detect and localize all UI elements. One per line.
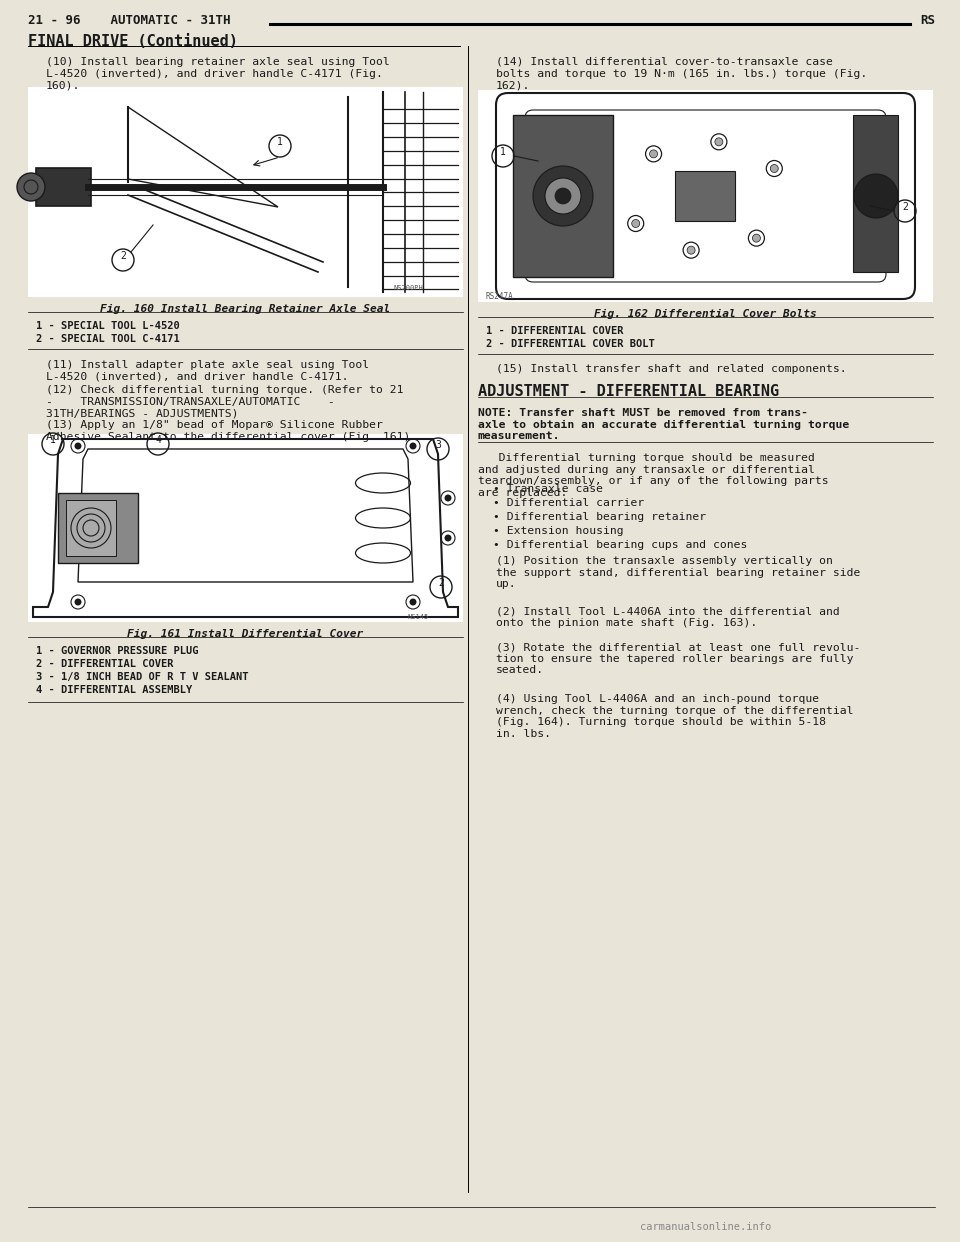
Text: 1: 1 <box>50 435 56 445</box>
Text: • Differential bearing retainer: • Differential bearing retainer <box>493 512 707 522</box>
Bar <box>28 433 463 622</box>
Text: Fig. 161 Install Differential Cover: Fig. 161 Install Differential Cover <box>127 628 363 640</box>
Text: 2: 2 <box>902 202 908 212</box>
Text: (11) Install adapter plate axle seal using Tool
L-4520 (inverted), and driver ha: (11) Install adapter plate axle seal usi… <box>46 360 370 381</box>
Text: 2 - DIFFERENTIAL COVER: 2 - DIFFERENTIAL COVER <box>36 660 174 669</box>
Bar <box>478 89 933 302</box>
Text: 21 - 96    AUTOMATIC - 31TH: 21 - 96 AUTOMATIC - 31TH <box>28 14 230 27</box>
Text: • Extension housing: • Extension housing <box>493 527 624 537</box>
Circle shape <box>632 220 639 227</box>
Text: (12) Check differential turning torque. (Refer to 21
-    TRANSMISSION/TRANSAXLE: (12) Check differential turning torque. … <box>46 385 403 419</box>
Circle shape <box>444 534 451 542</box>
Circle shape <box>533 166 593 226</box>
Text: 1: 1 <box>277 137 283 147</box>
Text: Differential turning torque should be measured
and adjusted during any transaxle: Differential turning torque should be me… <box>478 453 828 498</box>
Circle shape <box>770 164 779 173</box>
Circle shape <box>854 174 898 219</box>
Circle shape <box>410 442 417 450</box>
Text: Fig. 162 Differential Cover Bolts: Fig. 162 Differential Cover Bolts <box>593 309 816 319</box>
Text: 2: 2 <box>438 578 444 587</box>
Bar <box>36 168 91 206</box>
Text: 1: 1 <box>500 147 506 156</box>
Text: (3) Rotate the differential at least one full revolu-
tion to ensure the tapered: (3) Rotate the differential at least one… <box>496 642 860 676</box>
Text: 2 - SPECIAL TOOL C-4171: 2 - SPECIAL TOOL C-4171 <box>36 334 180 344</box>
Circle shape <box>410 599 417 606</box>
Text: NOTE: Transfer shaft MUST be removed from trans-
axle to obtain an accurate diff: NOTE: Transfer shaft MUST be removed fro… <box>478 409 850 441</box>
Text: 1 - SPECIAL TOOL L-4520: 1 - SPECIAL TOOL L-4520 <box>36 320 180 332</box>
Text: 4 - DIFFERENTIAL ASSEMBLY: 4 - DIFFERENTIAL ASSEMBLY <box>36 686 192 696</box>
Text: • Differential carrier: • Differential carrier <box>493 498 644 508</box>
Text: • Differential bearing cups and cones: • Differential bearing cups and cones <box>493 540 748 550</box>
Text: 1 - GOVERNOR PRESSURE PLUG: 1 - GOVERNOR PRESSURE PLUG <box>36 646 199 656</box>
Circle shape <box>75 599 82 606</box>
Text: NS145: NS145 <box>408 614 429 620</box>
Circle shape <box>650 150 658 158</box>
Circle shape <box>555 188 571 204</box>
Text: 3 - 1/8 INCH BEAD OF R T V SEALANT: 3 - 1/8 INCH BEAD OF R T V SEALANT <box>36 672 249 682</box>
Text: NS200PH: NS200PH <box>393 284 422 291</box>
Circle shape <box>545 178 581 214</box>
Text: (2) Install Tool L-4406A into the differential and
onto the pinion mate shaft (F: (2) Install Tool L-4406A into the differ… <box>496 606 840 627</box>
Text: RS247A: RS247A <box>486 292 514 301</box>
Text: (13) Apply an 1/8" bead of Mopar® Silicone Rubber
Adhesive Sealant to the differ: (13) Apply an 1/8" bead of Mopar® Silico… <box>46 420 418 442</box>
Text: 2: 2 <box>120 251 126 261</box>
Text: 2 - DIFFERENTIAL COVER BOLT: 2 - DIFFERENTIAL COVER BOLT <box>486 339 655 349</box>
Text: 1 - DIFFERENTIAL COVER: 1 - DIFFERENTIAL COVER <box>486 325 623 337</box>
Circle shape <box>715 138 723 145</box>
Bar <box>28 87 463 297</box>
Circle shape <box>17 173 45 201</box>
Text: FINAL DRIVE (Continued): FINAL DRIVE (Continued) <box>28 34 238 48</box>
Text: carmanualsonline.info: carmanualsonline.info <box>640 1222 771 1232</box>
Bar <box>513 116 613 277</box>
Bar <box>853 116 898 272</box>
Text: 4: 4 <box>156 435 161 445</box>
Text: 3: 3 <box>435 440 441 450</box>
Circle shape <box>75 442 82 450</box>
Text: • Transaxle case: • Transaxle case <box>493 484 603 494</box>
Bar <box>58 493 138 563</box>
Text: (1) Position the transaxle assembly vertically on
the support stand, differentia: (1) Position the transaxle assembly vert… <box>496 556 860 589</box>
Text: (14) Install differential cover-to-transaxle case
bolts and torque to 19 N·m (16: (14) Install differential cover-to-trans… <box>496 57 867 91</box>
Text: (15) Install transfer shaft and related components.: (15) Install transfer shaft and related … <box>496 364 847 374</box>
Text: ADJUSTMENT - DIFFERENTIAL BEARING: ADJUSTMENT - DIFFERENTIAL BEARING <box>478 384 780 399</box>
Text: RS: RS <box>920 14 935 27</box>
Bar <box>66 501 116 556</box>
Text: Fig. 160 Install Bearing Retainer Axle Seal: Fig. 160 Install Bearing Retainer Axle S… <box>100 304 390 314</box>
Bar <box>675 171 735 221</box>
Text: (10) Install bearing retainer axle seal using Tool
L-4520 (inverted), and driver: (10) Install bearing retainer axle seal … <box>46 57 390 91</box>
Circle shape <box>444 494 451 502</box>
Circle shape <box>687 246 695 255</box>
Circle shape <box>753 235 760 242</box>
Text: (4) Using Tool L-4406A and an inch-pound torque
wrench, check the turning torque: (4) Using Tool L-4406A and an inch-pound… <box>496 694 853 739</box>
